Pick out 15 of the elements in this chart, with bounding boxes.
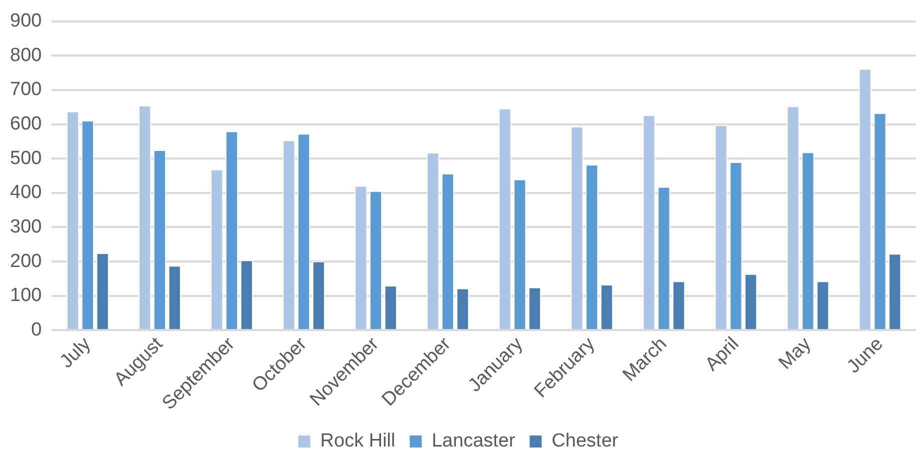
y-tick-label: 900 xyxy=(10,10,42,32)
y-tick-label: 700 xyxy=(10,79,42,100)
x-tick-label: July xyxy=(56,333,96,372)
y-tick-label: 800 xyxy=(10,44,42,66)
y-tick-label: 0 xyxy=(31,319,42,340)
legend-label: Chester xyxy=(552,430,619,452)
y-tick-label: 200 xyxy=(10,250,42,272)
y-tick-label: 100 xyxy=(10,285,42,306)
legend-label: Rock Hill xyxy=(320,430,396,452)
y-tick-label: 300 xyxy=(10,216,42,238)
x-tick-label: May xyxy=(774,333,816,374)
y-tick-label: 600 xyxy=(10,114,42,135)
y-tick-label: 500 xyxy=(10,148,42,169)
y-tick-label: 400 xyxy=(10,182,42,204)
legend-label: Lancaster xyxy=(432,430,516,452)
